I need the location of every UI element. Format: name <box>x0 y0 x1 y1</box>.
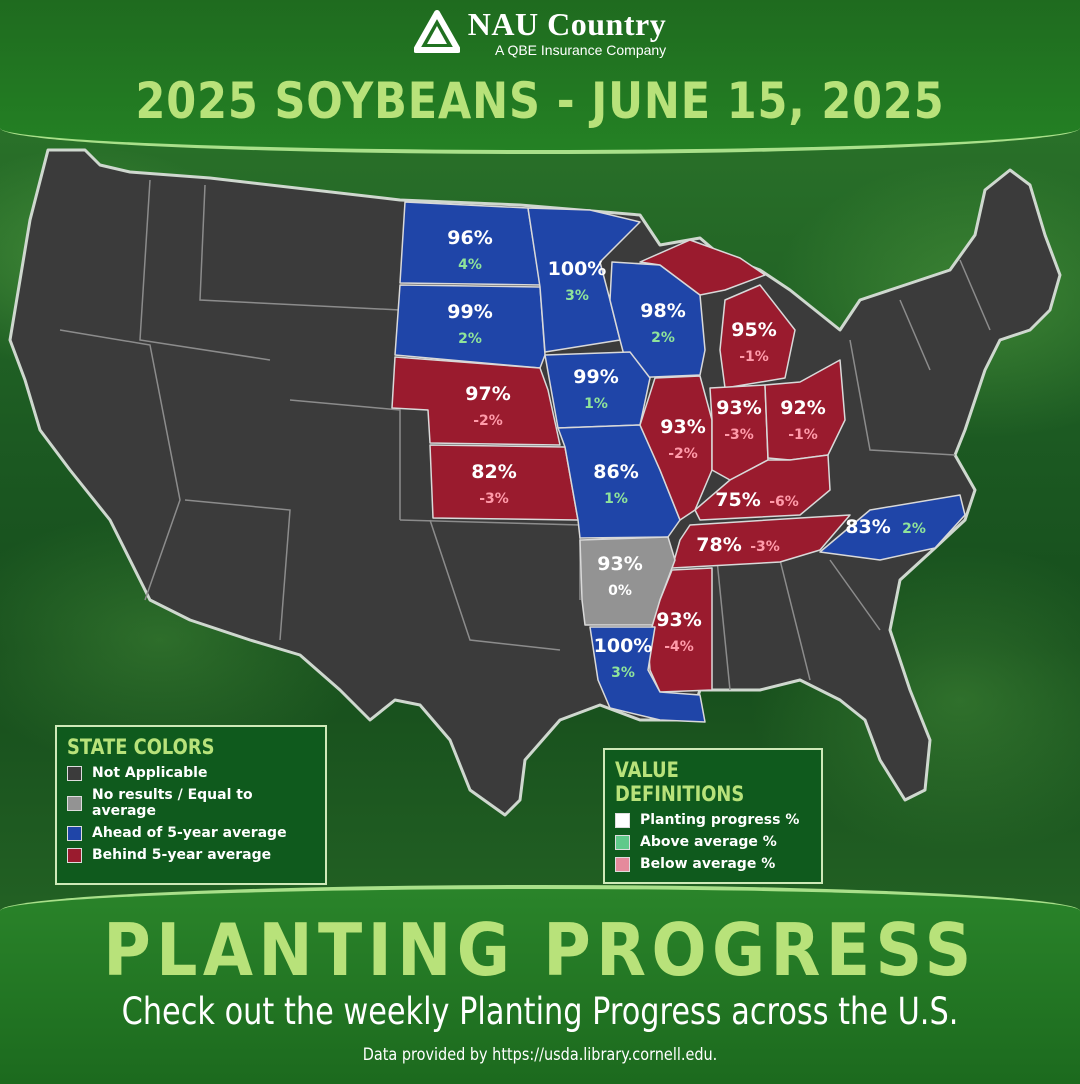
swatch-above-average <box>615 834 630 850</box>
state-KY-progress: 75% <box>715 489 760 511</box>
brand-subtitle: A QBE Insurance Company <box>494 42 667 58</box>
state-NE <box>391 356 561 446</box>
state-IN-progress: 93% <box>716 397 761 419</box>
footer-tagline: Check out the weekly Planting Progress a… <box>121 990 959 1033</box>
data-source: Data provided by https://usda.library.co… <box>362 1045 718 1065</box>
state-SD-progress: 99% <box>447 301 492 323</box>
state-MN-change: 3% <box>565 288 589 304</box>
state-NC <box>819 494 966 561</box>
swatch-not-applicable <box>67 765 82 781</box>
header-band <box>0 0 1080 154</box>
state-TN-change: -3% <box>750 539 780 555</box>
state-WI-progress: 98% <box>640 300 685 322</box>
state-MS-progress: 93% <box>656 609 701 631</box>
state-LA <box>589 626 706 723</box>
state-labels: 96% 4% 100% 3% 99% 2% 98% 2% 95% -1% 97% -2% 99% 1% 93… <box>447 227 926 681</box>
swatch-planting-progress <box>615 812 630 828</box>
legend-title: STATE COLORS <box>67 735 215 759</box>
legend-label: Below average % <box>640 856 776 872</box>
legend-item-above-average: Above average % <box>615 834 811 850</box>
state-AR-change: 0% <box>608 583 632 599</box>
state-MI-progress: 95% <box>731 319 776 341</box>
state-OH-change: -1% <box>788 427 818 443</box>
state-NE-change: -2% <box>473 413 503 429</box>
state-IN-change: -3% <box>724 427 754 443</box>
legend-state-colors: STATE COLORS Not Applicable No results /… <box>55 725 327 885</box>
state-TN-progress: 78% <box>696 534 741 556</box>
legend-label: Behind 5-year average <box>92 847 272 863</box>
state-LA-progress: 100% <box>594 635 653 657</box>
legend-item-below-average: Below average % <box>615 856 811 872</box>
state-MO-progress: 86% <box>593 461 638 483</box>
page-title: 2025 SOYBEANS - JUNE 15, 2025 <box>135 72 945 130</box>
state-MI-upper <box>639 239 766 296</box>
brand-logo: NAU Country A QBE Insurance Company <box>0 8 1080 61</box>
state-MS <box>647 567 713 693</box>
state-MS-change: -4% <box>664 639 694 655</box>
colored-states <box>391 201 966 723</box>
state-OH <box>764 359 846 461</box>
state-IA-change: 1% <box>584 396 608 412</box>
state-NC-progress: 83% <box>845 516 890 538</box>
legend-label: Ahead of 5-year average <box>92 825 287 841</box>
legend-item-behind: Behind 5-year average <box>67 847 315 863</box>
swatch-below-average <box>615 856 630 872</box>
state-WI-change: 2% <box>651 330 675 346</box>
state-IL-change: -2% <box>668 446 698 462</box>
state-NC-change: 2% <box>902 521 926 537</box>
state-NE-progress: 97% <box>465 383 510 405</box>
state-ND-progress: 96% <box>447 227 492 249</box>
legend-label: Not Applicable <box>92 765 208 781</box>
nau-logo-icon <box>413 10 460 53</box>
state-IA <box>544 351 651 429</box>
brand-name: NAU Country <box>467 6 667 42</box>
legend-value-definitions: VALUE DEFINITIONS Planting progress % Ab… <box>603 748 823 884</box>
state-IL-progress: 93% <box>660 416 705 438</box>
state-KY <box>694 454 831 521</box>
state-AR-progress: 93% <box>597 553 642 575</box>
state-IA-progress: 99% <box>573 366 618 388</box>
state-MI-change: -1% <box>739 349 769 365</box>
swatch-ahead <box>67 825 82 841</box>
legend-item-not-applicable: Not Applicable <box>67 765 315 781</box>
footer-band <box>0 885 1080 1084</box>
swatch-equal <box>67 795 82 811</box>
state-MO-change: 1% <box>604 491 628 507</box>
state-SD-change: 2% <box>458 331 482 347</box>
footer-headline: PLANTING PROGRESS <box>103 908 977 992</box>
state-OH-progress: 92% <box>780 397 825 419</box>
state-SD <box>394 284 546 369</box>
legend-rows: Not Applicable No results / Equal to ave… <box>67 765 315 863</box>
legend-item-planting-progress: Planting progress % <box>615 812 811 828</box>
state-KY-change: -6% <box>769 494 799 510</box>
legend-item-equal: No results / Equal to average <box>67 787 315 819</box>
legend-item-ahead: Ahead of 5-year average <box>67 825 315 841</box>
swatch-behind <box>67 847 82 863</box>
legend-label: No results / Equal to average <box>92 787 253 819</box>
legend-label: Planting progress % <box>640 812 800 828</box>
legend-title: VALUE DEFINITIONS <box>615 758 745 806</box>
state-ND-change: 4% <box>458 257 482 273</box>
state-MN-progress: 100% <box>548 258 607 280</box>
state-KS-change: -3% <box>479 491 509 507</box>
state-MI-lower <box>719 284 796 389</box>
state-LA-change: 3% <box>611 665 635 681</box>
state-TN <box>671 514 851 569</box>
state-KS-progress: 82% <box>471 461 516 483</box>
legend-label: Above average % <box>640 834 777 850</box>
